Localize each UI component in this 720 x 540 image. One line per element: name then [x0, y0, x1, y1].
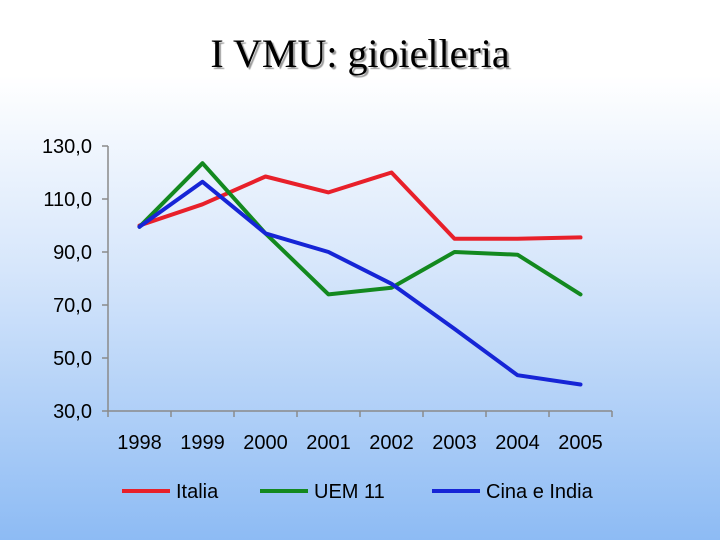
y-axis-ticks: 130,0 110,0 90,0 70,0 50,0 30,0: [42, 136, 108, 423]
x-tick-label: 2000: [243, 432, 288, 454]
x-tick-label: 1999: [180, 432, 225, 454]
y-tick-label: 70,0: [53, 295, 92, 317]
x-tick-label: 2001: [306, 432, 351, 454]
y-tick-label: 30,0: [53, 401, 92, 423]
y-tick-label: 130,0: [42, 136, 92, 158]
y-tick-label: 50,0: [53, 348, 92, 370]
series-lines: [137, 161, 583, 387]
chart-axes: [107, 146, 612, 412]
y-tick-label: 110,0: [43, 189, 92, 211]
series-line: [137, 161, 583, 297]
x-tick-label: 1998: [117, 432, 162, 454]
series-line: [137, 179, 583, 387]
x-axis-ticks: 1998 1999 2000 2001 2002 2003 2004 2005: [107, 411, 613, 454]
x-tick-label: 2005: [558, 432, 603, 454]
legend-label: Cina e India: [486, 481, 594, 503]
legend: Italia UEM 11 Cina e India: [122, 481, 594, 503]
x-tick-label: 2004: [495, 432, 540, 454]
x-tick-label: 2003: [432, 432, 477, 454]
y-tick-label: 90,0: [53, 242, 92, 264]
x-tick-label: 2002: [369, 432, 414, 454]
page-title: I VMU: gioielleria: [210, 31, 510, 76]
series-line: [137, 170, 583, 241]
legend-label: UEM 11: [314, 481, 385, 503]
legend-label: Italia: [176, 481, 219, 503]
